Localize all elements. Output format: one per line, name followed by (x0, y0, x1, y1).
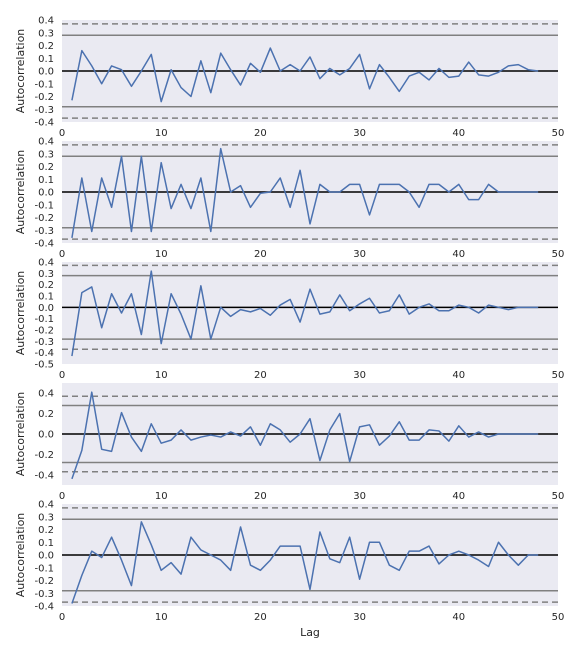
x-tick-label: 50 (552, 249, 565, 260)
acf-panel-3: 0.40.30.20.10.0-0.1-0.2-0.3-0.4-0.5 0 10 20… (14, 258, 564, 382)
y-axis-label: Autocorrelation (14, 392, 27, 477)
y-tick-label: 0.2 (38, 409, 54, 420)
x-tick-label: 10 (155, 370, 168, 381)
y-tick-label: 0.3 (38, 28, 54, 39)
y-tick-label: -0.3 (34, 105, 54, 116)
y-tick-label: -0.3 (34, 337, 54, 348)
x-tick-label: 40 (452, 491, 465, 502)
acf-panel-5: 0.40.3 0.2 0.1 0.0-0.1 -0.2 -0.3 -0.4 0 10 20 30 40… (14, 500, 564, 640)
y-axis-label: Autocorrelation (14, 150, 27, 235)
autocorrelation-line (71, 270, 539, 357)
y-tick-label: 0.3 (38, 269, 54, 280)
y-tick-label: -0.1 (34, 563, 54, 574)
y-tick-label: 0.0 (38, 430, 54, 441)
y-tick-label: 0.1 (38, 538, 54, 549)
autocorrelation-line (71, 147, 539, 239)
x-tick-label: 30 (353, 128, 366, 139)
y-tick-label: -0.1 (34, 314, 54, 325)
y-tick-label: -0.2 (34, 213, 54, 224)
x-tick-label: 10 (155, 249, 168, 260)
x-tick-label: 40 (452, 128, 465, 139)
x-tick-label: 40 (452, 370, 465, 381)
y-tick-label: -0.5 (34, 360, 54, 371)
x-tick-label: 20 (254, 249, 267, 260)
x-tick-label: 20 (254, 370, 267, 381)
y-tick-label: -0.1 (34, 200, 54, 211)
acf-panel-4: 0.4 0.2 0.0 -0.2 -0.4 0 10 20 30 40 50 Autocorrelat… (14, 383, 564, 502)
x-tick-label: 30 (353, 370, 366, 381)
y-tick-label: 0.4 (38, 137, 54, 148)
x-tick-label: 30 (353, 612, 366, 623)
y-tick-label: 0.4 (38, 16, 54, 27)
y-tick-label: 0.0 (38, 303, 54, 314)
x-tick-label: 10 (155, 128, 168, 139)
y-tick-label: -0.4 (34, 239, 54, 250)
y-tick-label: -0.3 (34, 589, 54, 600)
y-axis-label: Autocorrelation (14, 271, 27, 356)
x-tick-label: 20 (254, 491, 267, 502)
x-tick-label: 20 (254, 128, 267, 139)
y-tick-label: 0.1 (38, 292, 54, 303)
x-tick-label: 30 (353, 491, 366, 502)
y-tick-label: 0.0 (38, 188, 54, 199)
y-tick-label: -0.4 (34, 470, 54, 481)
autocorrelation-line (71, 391, 539, 480)
x-tick-label: 40 (452, 249, 465, 260)
y-tick-label: 0.0 (38, 551, 54, 562)
y-axis-label: Autocorrelation (14, 513, 27, 598)
y-tick-label: 0.2 (38, 41, 54, 52)
y-tick-label: 0.1 (38, 175, 54, 186)
x-tick-label: 50 (552, 128, 565, 139)
y-axis-label: Autocorrelation (14, 29, 27, 114)
y-tick-label: -0.1 (34, 79, 54, 90)
y-tick-label: -0.4 (34, 602, 54, 613)
x-tick-label: 10 (155, 612, 168, 623)
acf-panel-1: 0.40.3 0.2 0.1 0.0-0.1 -0.2 -0.3 -0.4 0 10 20 30 40… (14, 16, 564, 140)
y-tick-label: 0.2 (38, 162, 54, 173)
x-tick-label: 0 (59, 128, 65, 139)
y-tick-label: 0.4 (38, 500, 54, 511)
y-tick-label: 0.1 (38, 54, 54, 65)
y-tick-label: 0.2 (38, 525, 54, 536)
x-tick-label: 0 (59, 249, 65, 260)
y-tick-label: 0.0 (38, 67, 54, 78)
x-tick-label: 0 (59, 491, 65, 502)
acf-panel-2: 0.40.3 0.2 0.1 0.0-0.1 -0.2 -0.3 -0.4 0 10 20 30 40… (14, 137, 564, 261)
y-tick-label: 0.4 (38, 258, 54, 269)
x-tick-label: 50 (552, 612, 565, 623)
y-tick-label: -0.4 (34, 118, 54, 129)
x-tick-label: 50 (552, 491, 565, 502)
y-tick-label: 0.4 (38, 389, 54, 400)
y-tick-label: 0.3 (38, 512, 54, 523)
y-tick-label: 0.2 (38, 280, 54, 291)
y-tick-label: -0.4 (34, 348, 54, 359)
y-tick-label: 0.3 (38, 149, 54, 160)
autocorrelation-line (71, 521, 539, 604)
autocorrelation-line (71, 47, 539, 103)
y-tick-label: -0.3 (34, 226, 54, 237)
x-tick-label: 30 (353, 249, 366, 260)
x-tick-label: 40 (452, 612, 465, 623)
y-tick-label: -0.2 (34, 326, 54, 337)
x-axis-label: Lag (300, 626, 320, 639)
x-tick-label: 50 (552, 370, 565, 381)
y-tick-label: -0.2 (34, 92, 54, 103)
y-tick-label: -0.2 (34, 450, 54, 461)
x-tick-label: 10 (155, 491, 168, 502)
x-tick-label: 20 (254, 612, 267, 623)
y-tick-label: -0.2 (34, 576, 54, 587)
x-tick-label: 0 (59, 370, 65, 381)
x-tick-label: 0 (59, 612, 65, 623)
